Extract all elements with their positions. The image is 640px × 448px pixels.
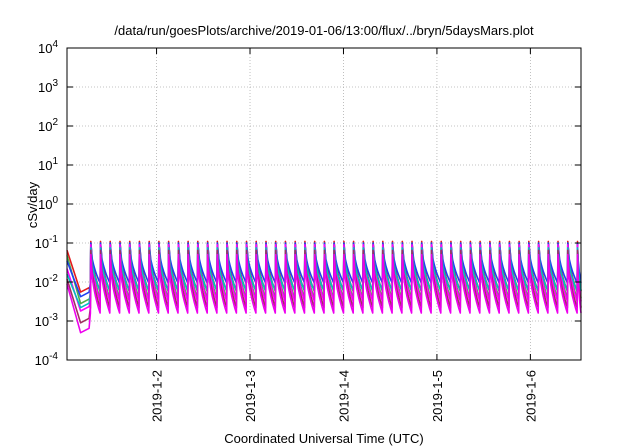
- x-tick-label: 2019-1-4: [336, 370, 351, 422]
- y-tick-label: 10-3: [35, 312, 59, 329]
- y-tick-label: 104: [38, 39, 58, 56]
- y-axis-label: cSv/day: [25, 181, 40, 228]
- x-tick-label: 2019-1-3: [243, 370, 258, 422]
- y-tick-label: 101: [38, 156, 58, 173]
- y-tick-label: 100: [38, 195, 58, 212]
- y-tick-label: 103: [38, 78, 58, 95]
- y-tick-label: 10-2: [35, 273, 59, 290]
- y-tick-label: 102: [38, 117, 58, 134]
- x-tick-label: 2019-1-6: [523, 370, 538, 422]
- x-tick-label: 2019-1-5: [430, 370, 445, 422]
- y-tick-label: 10-1: [35, 234, 59, 251]
- chart-title: /data/run/goesPlots/archive/2019-01-06/1…: [114, 23, 534, 38]
- y-axis: 10-4 10-3 10-2 10-1 100 101 102 103 104: [35, 39, 581, 368]
- y-tick-label: 10-4: [35, 351, 59, 368]
- grid-lines: [67, 48, 581, 360]
- plot-border: [66, 47, 582, 361]
- x-axis-label: Coordinated Universal Time (UTC): [224, 431, 423, 446]
- x-axis: 2019-1-2 2019-1-3 2019-1-4 2019-1-5 2019-1-6: [150, 48, 538, 422]
- x-tick-label: 2019-1-2: [150, 370, 165, 422]
- plot-area: [66, 240, 582, 334]
- series-line-7: [66, 253, 582, 334]
